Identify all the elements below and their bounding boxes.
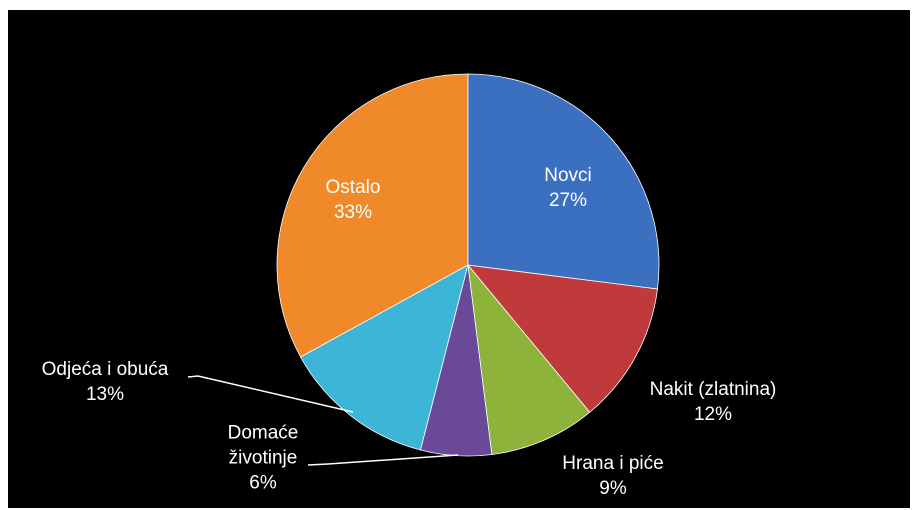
leader-line	[187, 375, 354, 413]
category-name: Nakit (zlatnina)	[649, 379, 777, 400]
value-label: 27%	[548, 190, 588, 211]
value-label: 6%	[249, 472, 277, 494]
value-label: 33%	[333, 202, 373, 223]
value-label: 12%	[693, 404, 733, 425]
category-name: Odjeća i obuća	[41, 359, 169, 380]
category-name: Ostalo	[325, 177, 381, 198]
pie-slice	[467, 264, 658, 413]
leader-line	[307, 454, 459, 466]
pie-slice	[300, 264, 469, 451]
value-label: 9%	[599, 478, 627, 499]
slice-label: Nakit (zlatnina) 12%	[613, 377, 813, 427]
pie-slice	[276, 73, 469, 358]
slice-label: Ostalo 33%	[253, 175, 453, 225]
slice-label: Novci 27%	[468, 163, 668, 213]
slice-label: Odjeća i obuća 13%	[5, 357, 205, 407]
category-name: Novci	[544, 165, 592, 186]
chart	[187, 73, 660, 466]
chart-area: Novci 27% Nakit (zlatnina) 12% Hrana i piće 9…	[8, 10, 910, 508]
pie-slice	[467, 263, 591, 455]
category-name: Domaće životinje	[227, 422, 299, 469]
value-label: 13%	[85, 384, 125, 405]
slice-label: Domaće životinje 6%	[208, 421, 318, 496]
category-name: Hrana i piće	[562, 453, 664, 474]
slice-label: Hrana i piće 9%	[513, 451, 713, 501]
pie-slice	[467, 73, 660, 290]
